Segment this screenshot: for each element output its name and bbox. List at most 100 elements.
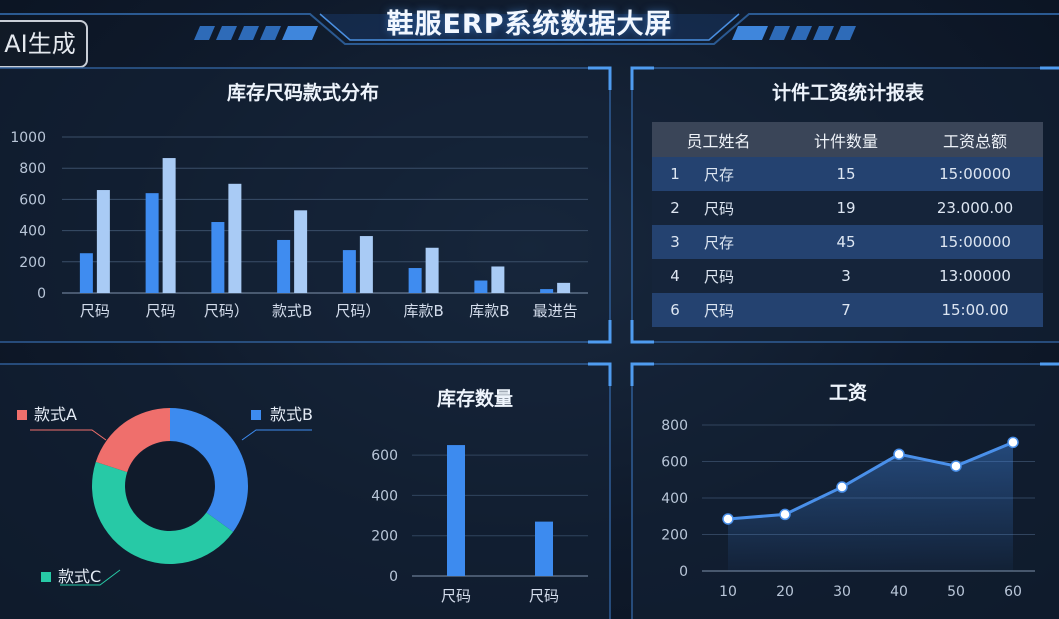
x-tick-label: 款式B xyxy=(272,302,312,320)
piece-quantity: 19 xyxy=(785,191,907,225)
style-donut-chart: 款式B 款式C 款式A xyxy=(17,405,313,586)
x-tick-label: 20 xyxy=(776,584,794,600)
x-tick-label: 尺码） xyxy=(335,302,380,320)
leader-line xyxy=(60,569,121,586)
bar-series-2 xyxy=(228,183,242,293)
x-tick-label: 尺码 xyxy=(529,587,559,605)
x-tick-label: 尺码 xyxy=(80,302,110,320)
wage-area xyxy=(728,442,1013,571)
row-index: 3 xyxy=(652,225,698,259)
wage-total: 15:00000 xyxy=(907,157,1043,191)
bar-series-2 xyxy=(557,282,571,293)
wage-point xyxy=(1007,436,1019,449)
y-tick-label: 600 xyxy=(19,192,46,208)
bar-series-2 xyxy=(359,236,373,293)
y-tick-label: 600 xyxy=(371,448,398,464)
wage-table-title: 计件工资统计报表 xyxy=(771,82,924,104)
bar-series-2 xyxy=(162,158,176,293)
y-tick-label: 400 xyxy=(371,488,398,504)
piece-quantity: 7 xyxy=(785,293,907,327)
bar-series-1 xyxy=(342,250,356,293)
x-tick-label: 尺码 xyxy=(441,587,471,605)
bar-series-1 xyxy=(145,193,159,293)
legend-swatch xyxy=(17,410,27,420)
leader-line xyxy=(30,429,107,441)
legend-label: 款式A xyxy=(34,405,77,424)
table-row[interactable]: 2 尺码 19 23.000.00 xyxy=(652,191,1043,225)
wage-total: 15:00.00 xyxy=(907,293,1043,327)
piece-quantity: 3 xyxy=(785,259,907,293)
page-title: 鞋服ERP系统数据大屏 xyxy=(386,9,673,40)
x-tick-label: 10 xyxy=(719,584,737,600)
table-row[interactable]: 1 尺存 15 15:00000 xyxy=(652,157,1043,191)
x-tick-label: 尺码 xyxy=(146,302,176,320)
y-tick-label: 200 xyxy=(19,255,46,271)
x-tick-label: 40 xyxy=(890,584,908,600)
legend-swatch xyxy=(251,410,261,420)
legend-swatch xyxy=(41,572,51,582)
bar-series-1 xyxy=(277,239,291,293)
y-tick-label: 200 xyxy=(371,529,398,545)
table-row[interactable]: 4 尺码 3 13:00000 xyxy=(652,259,1043,293)
y-tick-label: 200 xyxy=(661,528,688,544)
wage-point xyxy=(722,513,734,525)
y-tick-label: 0 xyxy=(37,286,46,302)
bar-series-1 xyxy=(408,268,422,293)
y-tick-label: 0 xyxy=(679,564,688,580)
ai-generated-badge: AI生成 xyxy=(0,20,88,68)
x-tick-label: 库款B xyxy=(469,302,509,320)
bar-series-2 xyxy=(425,247,439,293)
y-tick-label: 800 xyxy=(19,161,46,177)
piece-quantity: 15 xyxy=(785,157,907,191)
employee-name: 尺存 xyxy=(698,225,785,259)
column-header-quantity: 计件数量 xyxy=(785,122,907,157)
donut-slice xyxy=(95,408,170,473)
y-tick-label: 400 xyxy=(19,224,46,240)
wage-total: 23.000.00 xyxy=(907,191,1043,225)
stock-chart-title: 库存数量 xyxy=(436,388,513,410)
x-tick-label: 库款B xyxy=(403,302,443,320)
bar-series-1 xyxy=(540,289,554,293)
column-header-wage: 工资总额 xyxy=(907,122,1043,157)
wage-line-chart: 0 200 400 600 800 10 20 30 40 50 60 xyxy=(661,418,1035,600)
row-index: 2 xyxy=(652,191,698,225)
bar-series-2 xyxy=(96,190,110,293)
y-tick-label: 400 xyxy=(661,491,688,507)
wage-table-header: 员工姓名 计件数量 工资总额 xyxy=(652,122,1043,157)
employee-name: 尺码 xyxy=(698,293,785,327)
column-header-employee: 员工姓名 xyxy=(652,122,785,157)
x-tick-label: 尺码） xyxy=(204,302,249,320)
table-row[interactable]: 3 尺存 45 15:00000 xyxy=(652,225,1043,259)
y-tick-label: 1000 xyxy=(10,130,46,146)
wage-point xyxy=(893,448,905,460)
wage-total: 13:00000 xyxy=(907,259,1043,293)
inventory-bar-chart: 0 200 400 600 800 1000 尺码 尺码 尺码） 款式B 尺码） 库款B 库款B 最进告 xyxy=(10,130,588,320)
bar-series-1 xyxy=(211,222,225,293)
donut-slice xyxy=(170,408,248,532)
piece-quantity: 45 xyxy=(785,225,907,259)
y-tick-label: 0 xyxy=(389,569,398,585)
employee-name: 尺存 xyxy=(698,157,785,191)
y-tick-label: 600 xyxy=(661,455,688,471)
donut-hole xyxy=(126,442,214,530)
legend-label: 款式B xyxy=(270,405,313,424)
wage-total: 15:00000 xyxy=(907,225,1043,259)
leader-line xyxy=(241,429,312,441)
bar-series-2 xyxy=(491,266,505,293)
row-index: 1 xyxy=(652,157,698,191)
stock-bar-chart: 0 200 400 600 尺码 尺码 xyxy=(371,445,588,605)
header-decoration xyxy=(0,13,1059,45)
legend-label: 款式C xyxy=(58,567,101,586)
stock-bar xyxy=(447,445,465,576)
row-index: 4 xyxy=(652,259,698,293)
inventory-chart-title: 库存尺码款式分布 xyxy=(226,82,379,104)
x-tick-label: 50 xyxy=(947,584,965,600)
table-row[interactable]: 6 尺码 7 15:00.00 xyxy=(652,293,1043,327)
donut-slice xyxy=(91,461,234,565)
wage-point xyxy=(779,508,791,521)
employee-name: 尺码 xyxy=(698,259,785,293)
x-tick-label: 30 xyxy=(833,584,851,600)
wage-point xyxy=(950,460,962,472)
wage-chart-title: 工资 xyxy=(828,382,867,404)
wage-line xyxy=(727,440,1014,521)
